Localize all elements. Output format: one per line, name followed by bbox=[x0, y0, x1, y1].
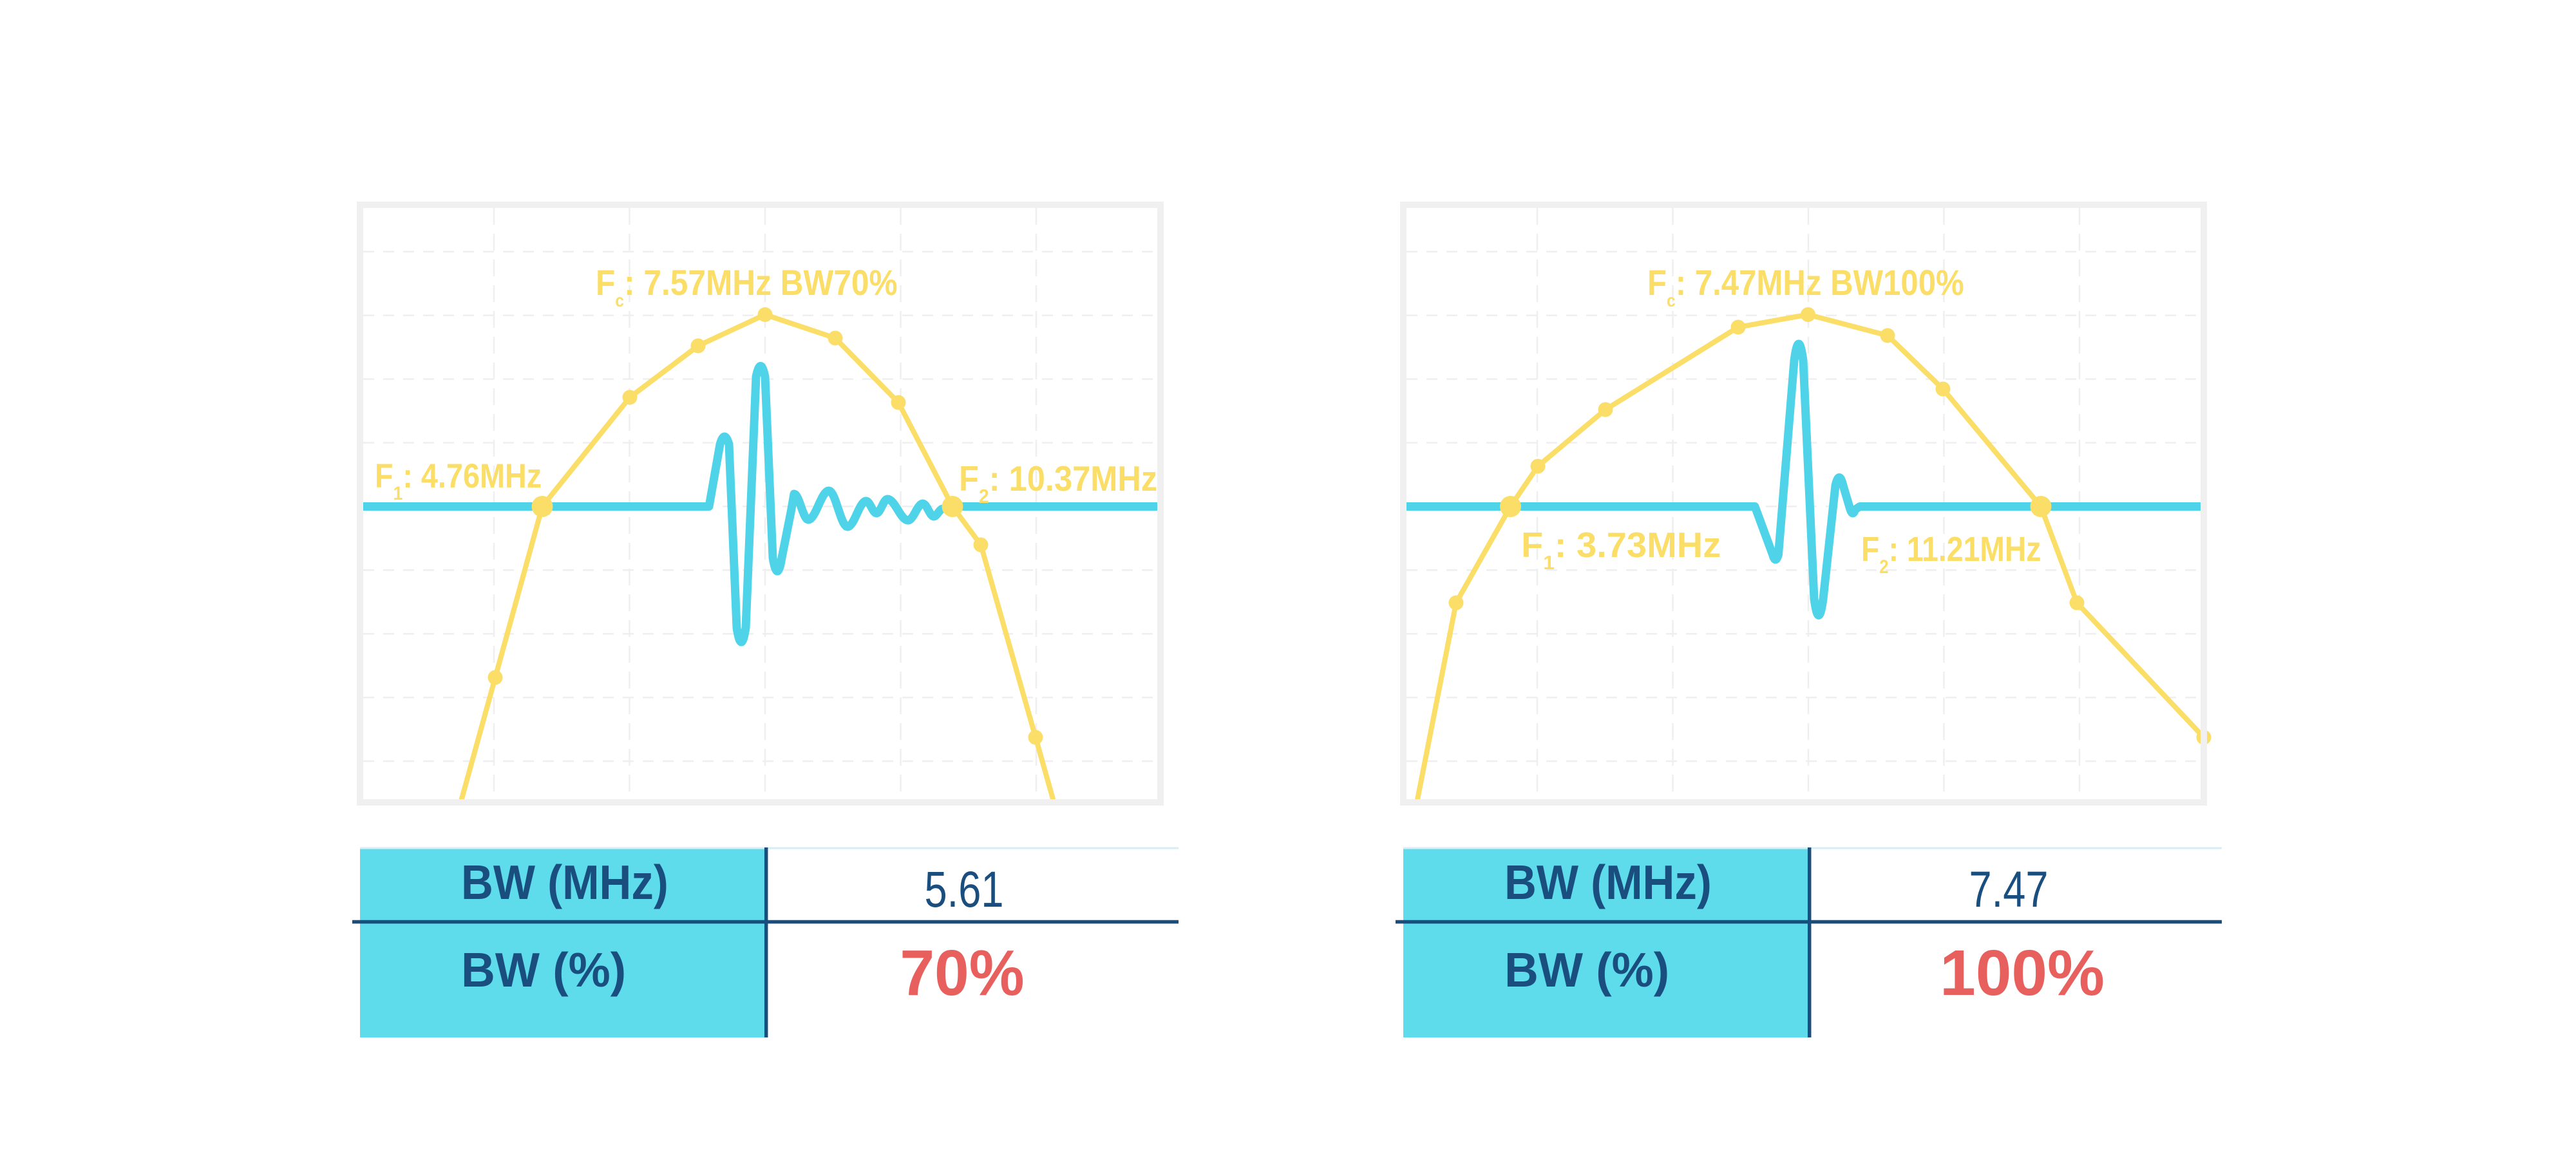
svg-text:BW (%): BW (%) bbox=[461, 943, 626, 997]
svg-text:F2​: 11.21MHz: F2​: 11.21MHz bbox=[1861, 529, 2041, 578]
svg-text:F1​: 3.73MHz: F1​: 3.73MHz bbox=[1521, 525, 1721, 573]
svg-text:BW (MHz): BW (MHz) bbox=[1504, 856, 1712, 909]
svg-text:Fc​: 7.47MHz BW100%: Fc​: 7.47MHz BW100% bbox=[1647, 263, 1964, 310]
svg-text:BW (MHz): BW (MHz) bbox=[461, 856, 668, 909]
svg-text:70%: 70% bbox=[900, 936, 1024, 1008]
svg-text:F1​: 4.76MHz: F1​: 4.76MHz bbox=[375, 457, 542, 504]
svg-text:100%: 100% bbox=[1940, 937, 2105, 1009]
svg-text:5.61: 5.61 bbox=[925, 861, 1004, 918]
svg-text:F2​: 10.37MHz: F2​: 10.37MHz bbox=[959, 459, 1157, 507]
svg-text:BW (%): BW (%) bbox=[1504, 943, 1669, 997]
svg-text:Fc​: 7.57MHz BW70%: Fc​: 7.57MHz BW70% bbox=[596, 263, 898, 310]
svg-text:7.47: 7.47 bbox=[1969, 861, 2049, 918]
